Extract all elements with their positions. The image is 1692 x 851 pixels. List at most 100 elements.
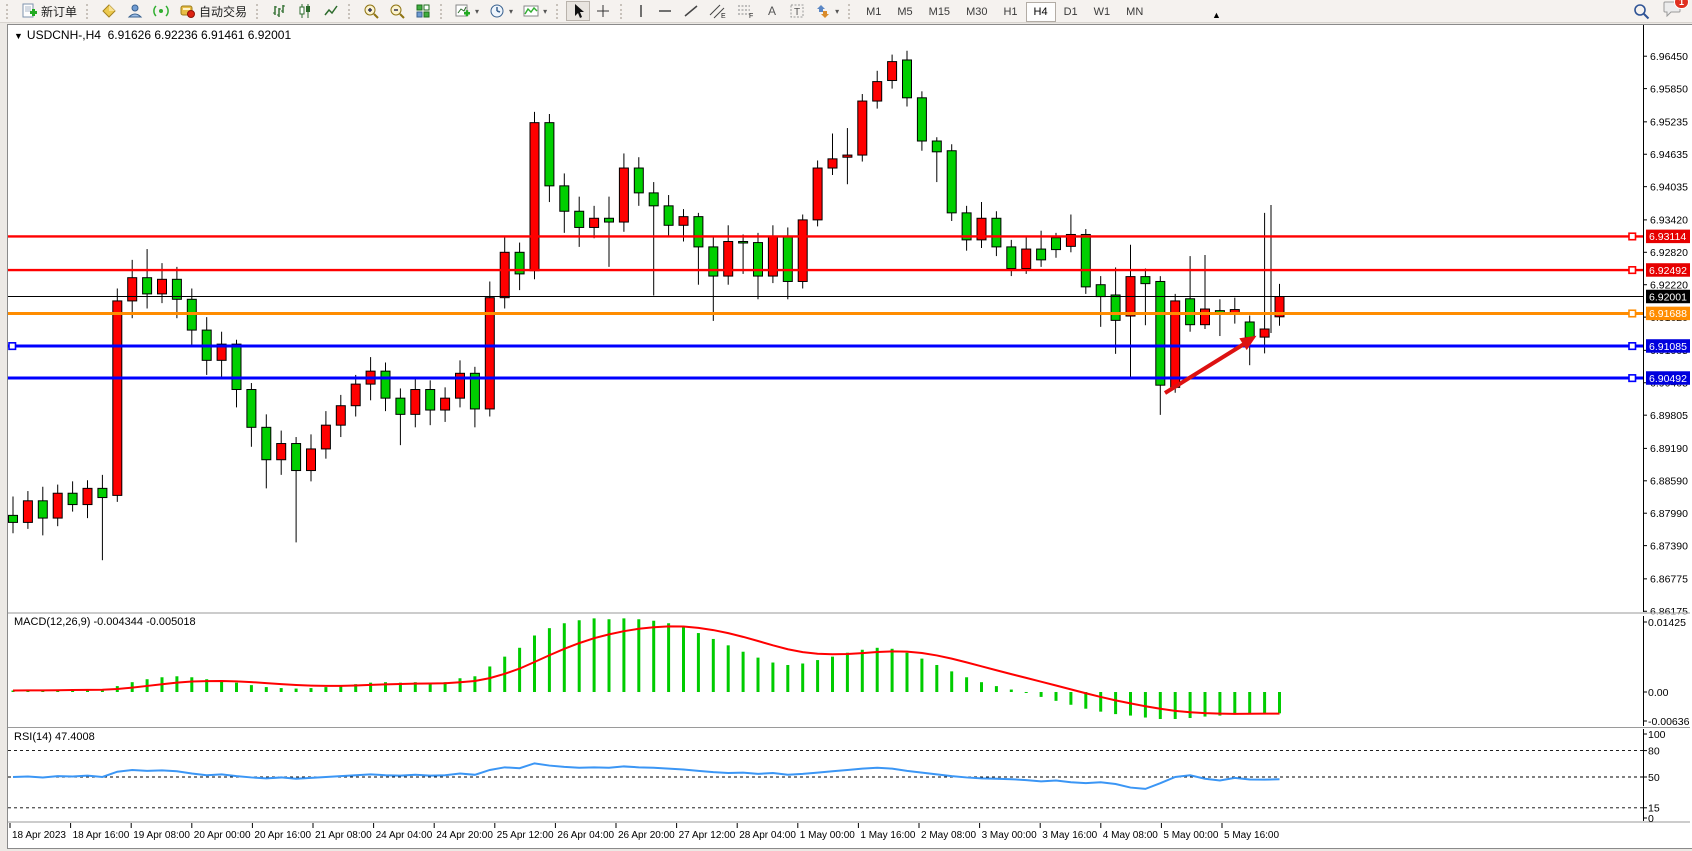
chart-menu-icon[interactable]: ▼ (14, 31, 23, 41)
channel-tool-button[interactable]: E (704, 1, 732, 21)
candle-bull (1065, 233, 1076, 247)
trendline-tool-button[interactable] (678, 1, 704, 21)
price-tick-label: 6.95235 (1650, 117, 1688, 129)
candle-bear (291, 443, 302, 472)
bar-chart-mode-button[interactable] (266, 1, 292, 21)
candle-bear (1155, 280, 1166, 386)
horizontal-line-icon (659, 10, 672, 12)
timeframe-mn-button[interactable]: MN (1126, 6, 1144, 18)
price-tick-label: 6.92820 (1650, 247, 1688, 259)
candle-bull (350, 383, 361, 407)
profiles-button[interactable] (96, 1, 122, 21)
candle-bear (37, 500, 48, 519)
indicators-button[interactable]: ▾ (450, 1, 484, 21)
line-anchor-handle[interactable] (8, 342, 17, 351)
candle-bear (395, 397, 406, 415)
toolbar-grip[interactable] (440, 3, 446, 19)
toolbar-right-cluster: 1 (1628, 0, 1689, 22)
tile-windows-button[interactable] (410, 1, 436, 21)
candle-bear (261, 426, 272, 461)
cursor-tool-button[interactable] (566, 1, 591, 21)
rsi-tick-label: 100 (1648, 729, 1666, 741)
timeframe-m1-button[interactable]: M1 (866, 6, 882, 18)
text-tool-button[interactable]: A (760, 1, 784, 21)
new-order-button[interactable]: 新订单 (16, 1, 82, 21)
timeframe-h4-button[interactable]: H4 (1025, 2, 1056, 22)
templates-button[interactable]: ▾ (518, 1, 552, 21)
toolbar-grip[interactable] (848, 3, 854, 19)
toolbar-grip[interactable] (6, 3, 12, 19)
toolbar-grip[interactable] (256, 3, 262, 19)
line-chart-icon (324, 5, 338, 16)
bar-chart-icon (273, 5, 286, 17)
candle-bear (67, 492, 78, 506)
chart-window: ▼ USDCNH-,H4 6.91626 6.92236 6.91461 6.92… (7, 24, 1692, 849)
candle-bull (82, 487, 93, 506)
arrows-tool-button[interactable]: ▾ (810, 1, 844, 21)
candle-bear (902, 59, 912, 99)
price-tick-label: 6.86175 (1650, 606, 1688, 618)
candle-bull (976, 217, 987, 241)
autotrading-label: 自动交易 (199, 4, 248, 19)
vertical-line-icon (640, 5, 642, 17)
candle-bear (1244, 321, 1255, 339)
candle-bull (320, 424, 331, 450)
line-anchor-handle[interactable] (1628, 232, 1637, 241)
time-axis-label: 3 May 16:00 (1042, 830, 1097, 841)
timeframe-d1-button[interactable]: D1 (1063, 6, 1078, 18)
indicators-icon (455, 4, 471, 17)
fibonacci-tool-button[interactable]: F (732, 1, 760, 21)
candle-bear (663, 205, 674, 226)
periods-button[interactable]: ▾ (484, 1, 518, 21)
toolbar-overflow-icon[interactable]: ▲ (1212, 10, 1221, 20)
toolbar-grip[interactable] (620, 3, 626, 19)
candle-bull (812, 167, 823, 221)
line-anchor-handle[interactable] (1628, 309, 1637, 318)
crosshair-tool-button[interactable] (590, 1, 616, 21)
candle-bull (410, 389, 421, 415)
candle-bear (604, 217, 614, 223)
line-chart-mode-button[interactable] (318, 1, 344, 21)
time-axis-label: 19 Apr 08:00 (133, 830, 190, 841)
line-anchor-handle[interactable] (1628, 342, 1637, 351)
arrow-annotation[interactable] (1163, 342, 1246, 395)
price-tick-label: 6.94635 (1650, 149, 1688, 161)
community-button[interactable] (122, 1, 148, 21)
timeframe-m30-button[interactable]: M30 (966, 6, 988, 18)
time-axis-label: 25 Apr 12:00 (497, 830, 554, 841)
toolbar-grip[interactable] (348, 3, 354, 19)
toolbar-grip[interactable] (86, 3, 92, 19)
candle-bear (514, 251, 525, 275)
candle-bull (857, 100, 868, 156)
candle-bear (1110, 294, 1121, 321)
timeframe-m15-button[interactable]: M15 (928, 6, 951, 18)
zoom-out-button[interactable] (384, 1, 410, 21)
candle-bear (559, 185, 570, 212)
macd-tick-label: 0.00 (1648, 687, 1669, 699)
time-axis-label: 5 May 16:00 (1224, 830, 1279, 841)
horizontal-line-tool-button[interactable] (652, 1, 678, 21)
candle-bear (469, 372, 480, 410)
line-anchor-handle[interactable] (1628, 374, 1637, 383)
chart-title: ▼ USDCNH-,H4 6.91626 6.92236 6.91461 6.92… (14, 28, 291, 42)
candle-bull (678, 216, 689, 226)
label-tool-button[interactable]: T (784, 1, 810, 21)
notifications-button[interactable]: 1 (1663, 0, 1689, 22)
arrow-annotation-head[interactable] (1239, 335, 1257, 351)
zoom-in-button[interactable] (358, 1, 384, 21)
candle-bear (693, 216, 704, 248)
signal-button[interactable] (148, 1, 174, 21)
timeframe-w1-button[interactable]: W1 (1093, 6, 1111, 18)
price-tick-label: 6.86775 (1650, 574, 1688, 586)
label-tool-icon: T (790, 4, 804, 18)
vertical-line-tool-button[interactable] (630, 1, 652, 21)
line-anchor-handle[interactable] (1628, 266, 1637, 275)
candle-bear (1095, 284, 1106, 298)
toolbar-grip[interactable] (556, 3, 562, 19)
chart-canvas[interactable]: 6.96450 6.95850 6.95235 6.94635 6.94035 6.934… (8, 25, 1690, 846)
search-button[interactable] (1628, 1, 1655, 21)
candlestick-mode-button[interactable] (292, 1, 318, 21)
timeframe-m5-button[interactable]: M5 (897, 6, 913, 18)
timeframe-h1-button[interactable]: H1 (1003, 6, 1018, 18)
autotrading-button[interactable]: 自动交易 (174, 1, 252, 21)
